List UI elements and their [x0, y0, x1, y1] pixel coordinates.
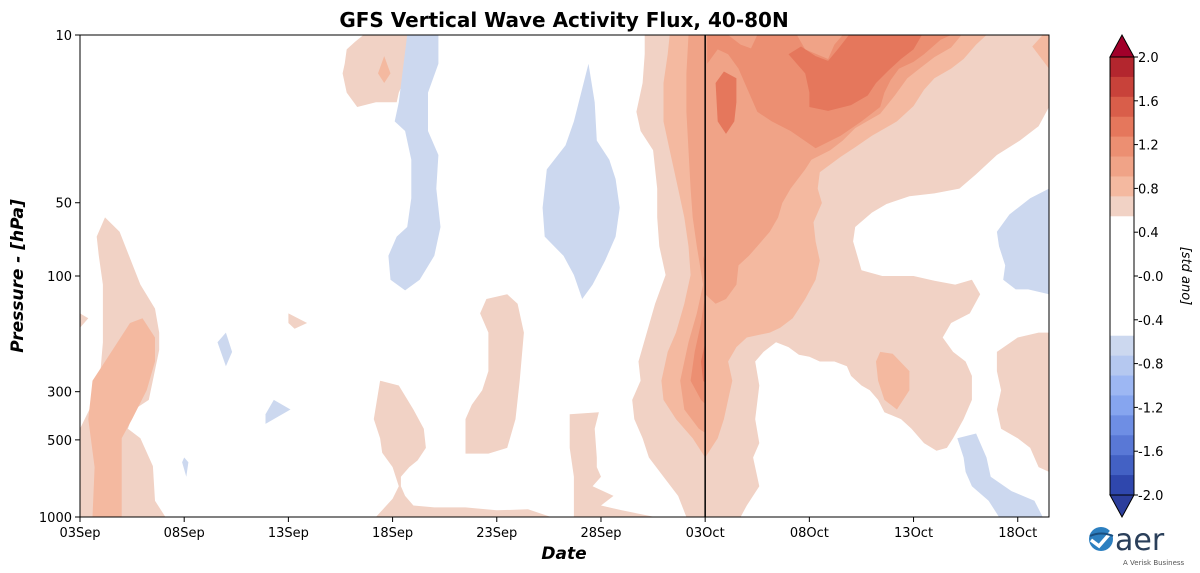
colorbar-segment [1110, 116, 1134, 138]
contour-region-30 [182, 457, 189, 477]
y-tick-label: 50 [55, 197, 72, 212]
x-tick-label: 18Oct [998, 526, 1037, 541]
x-tick-label: 08Sep [164, 526, 205, 541]
contour-region-19 [715, 71, 737, 134]
aer-logo-mark-icon [1089, 527, 1115, 551]
colorbar-tick-label: -0.0 [1138, 270, 1163, 285]
colorbar-segment [1110, 156, 1134, 177]
aer-logo: aer A Verisk Business [1089, 523, 1185, 567]
contour-region-29 [265, 399, 291, 424]
colorbar-segment [1110, 455, 1134, 476]
colorbar-segment [1110, 475, 1134, 496]
colorbar-segment [1110, 96, 1134, 118]
x-tick-label: 28Sep [580, 526, 621, 541]
colorbar-tick-label: -0.4 [1138, 314, 1163, 329]
logo-subtitle: A Verisk Business [1123, 559, 1185, 567]
colorbar-segment [1110, 216, 1134, 237]
contour-region-24 [388, 35, 441, 291]
contour-region-18 [788, 35, 922, 111]
y-tick-label: 10 [55, 29, 72, 44]
contour-region-22 [876, 351, 910, 410]
contour-region-5 [288, 313, 308, 329]
colorbar: 2.0 1.6 1.2 0.8 0.4 -0.0 -0.4 -0.8 -1.2 -1.6 -2.0 [1109, 33, 1163, 519]
y-tick-label: 500 [47, 434, 72, 449]
colorbar-segment [1110, 395, 1134, 416]
y-axis-ticks: 10 50 100 300 500 1000 [39, 29, 80, 526]
contour-region-3 [88, 318, 155, 517]
y-axis-label: Pressure - [hPa] [8, 199, 28, 353]
colorbar-tick-label: 0.8 [1138, 182, 1159, 197]
contour-region-27 [957, 433, 1043, 517]
colorbar-segment [1110, 415, 1134, 436]
contour-region-26 [996, 188, 1049, 295]
x-tick-label: 13Oct [894, 526, 933, 541]
colorbar-segment [1110, 355, 1134, 377]
x-tick-label: 03Sep [59, 526, 100, 541]
colorbar-segment [1110, 256, 1134, 277]
colorbar-segment [1110, 236, 1134, 257]
x-axis-label: Date [541, 544, 586, 564]
colorbar-tick-label: 1.6 [1138, 95, 1159, 110]
colorbar-extend-bottom [1109, 494, 1135, 519]
colorbar-segment [1110, 435, 1134, 456]
x-axis-ticks: 03Sep 08Sep 13Sep 18Sep 23Sep 28Sep 03Oct 08Oct… [59, 517, 1037, 541]
colorbar-segment [1110, 295, 1134, 317]
colorbar-tick-label: 0.4 [1138, 226, 1159, 241]
colorbar-tick-label: -1.6 [1138, 445, 1163, 460]
contour-region-4 [80, 313, 89, 328]
x-tick-label: 13Sep [268, 526, 309, 541]
contour-region-6 [373, 380, 551, 517]
x-tick-label: 18Sep [372, 526, 413, 541]
colorbar-tick-label: -0.8 [1138, 358, 1163, 373]
contour-region-21 [1032, 35, 1049, 69]
plot-area: 03Sep 08Sep 13Sep 18Sep 23Sep 28Sep 03Oct 08Oct… [39, 29, 1050, 541]
x-tick-label: 03Oct [686, 526, 725, 541]
chart-title: GFS Vertical Wave Activity Flux, 40-80N [339, 8, 788, 32]
colorbar-tick-label: -2.0 [1138, 489, 1163, 504]
colorbar-segment [1110, 136, 1134, 158]
contour-region-8 [569, 412, 656, 517]
colorbar-segment [1110, 196, 1134, 217]
colorbar-segment [1110, 76, 1134, 98]
contour-region-25 [542, 63, 620, 299]
colorbar-segment [1110, 375, 1134, 396]
contour-region-1 [378, 56, 391, 83]
colorbar-tick-label: -1.2 [1138, 401, 1163, 416]
colorbar-tick-label: 1.2 [1138, 139, 1159, 154]
logo-text: aer [1115, 523, 1165, 558]
y-tick-label: 300 [47, 386, 72, 401]
colorbar-tick-label: 2.0 [1138, 51, 1159, 66]
contour-region-23 [996, 332, 1049, 472]
colorbar-extend-top [1109, 33, 1135, 58]
colorbar-label: [std ano] [1178, 247, 1193, 306]
colorbar-segment [1110, 335, 1134, 357]
x-tick-label: 23Sep [476, 526, 517, 541]
colorbar-segment [1110, 276, 1134, 297]
colorbar-segment [1110, 315, 1134, 337]
x-tick-label: 08Oct [790, 526, 829, 541]
contour-region-28 [217, 332, 233, 367]
contour-layer [80, 35, 1049, 517]
contour-region-7 [465, 294, 524, 454]
y-tick-label: 100 [47, 270, 72, 285]
colorbar-segment [1110, 176, 1134, 197]
colorbar-segment [1110, 57, 1134, 78]
y-tick-label: 1000 [39, 511, 72, 526]
